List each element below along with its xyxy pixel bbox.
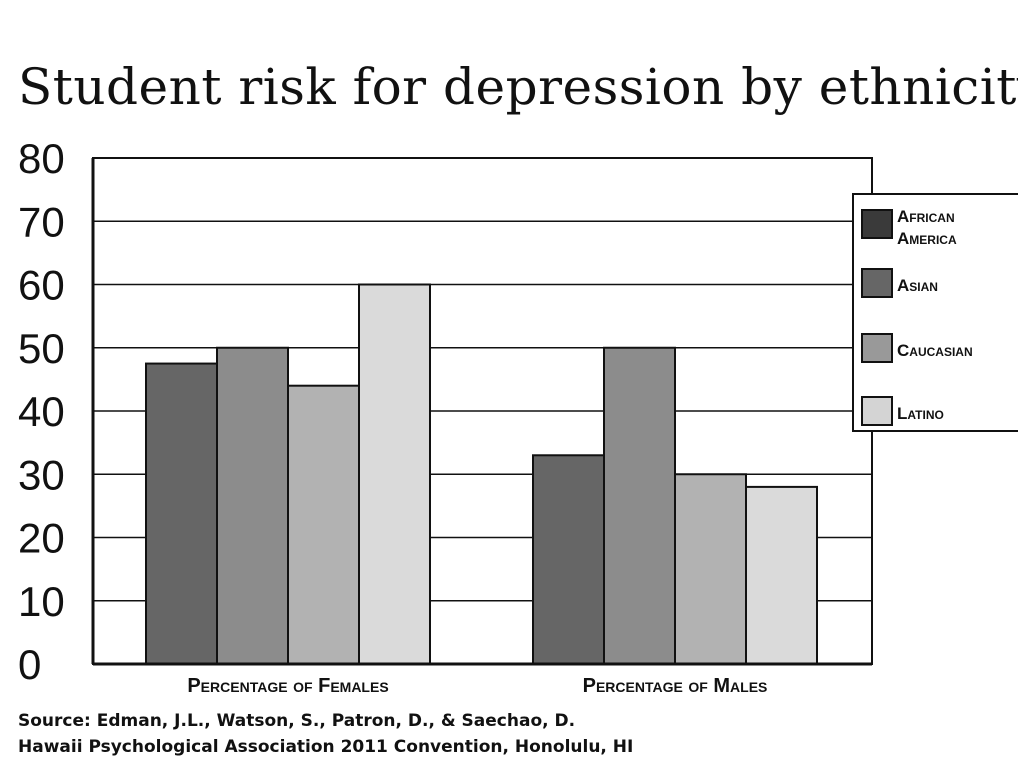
legend-label: Asian — [897, 276, 938, 295]
y-tick-label: 50 — [18, 325, 65, 372]
y-axis-ticks: 0 10 20 30 40 50 60 70 80 — [18, 135, 65, 688]
chart-title: Student risk for depression by ethnicity — [18, 58, 1018, 116]
source-line-1: Source: Edman, J.L., Watson, S., Patron,… — [18, 711, 576, 731]
y-tick-label: 30 — [18, 451, 65, 498]
bar-african-america-1 — [532, 454, 605, 665]
bar-caucasian-1 — [674, 473, 747, 665]
x-axis-categories: Percentage of Females Percentage of Males — [187, 675, 767, 697]
x-category-label: Percentage of Females — [187, 675, 388, 697]
y-tick-label: 40 — [18, 388, 65, 435]
y-tick-label: 10 — [18, 578, 65, 625]
bar-asian-1 — [603, 346, 676, 665]
bar-latino-1 — [745, 485, 818, 665]
legend-label: African — [897, 207, 955, 226]
y-tick-label: 80 — [18, 135, 65, 182]
bar-latino-0 — [358, 283, 431, 665]
legend-label: Caucasian — [897, 341, 973, 360]
bar-caucasian-0 — [287, 384, 360, 665]
legend: African America Asian Caucasian Latino — [852, 193, 1018, 432]
legend-swatch — [861, 209, 893, 239]
legend-swatch — [861, 268, 893, 298]
source-line-2: Hawaii Psychological Association 2011 Co… — [18, 737, 634, 757]
y-tick-label: 0 — [18, 641, 41, 688]
legend-label: Latino — [897, 404, 944, 423]
bar-african-america-0 — [145, 362, 218, 665]
legend-label-line2: America — [897, 229, 957, 248]
legend-swatch — [861, 396, 893, 426]
x-category-label: Percentage of Males — [583, 675, 768, 697]
legend-swatch — [861, 333, 893, 363]
y-tick-label: 70 — [18, 198, 65, 245]
y-tick-label: 60 — [18, 262, 65, 309]
bar-asian-0 — [216, 346, 289, 665]
y-tick-label: 20 — [18, 515, 65, 562]
source-note: Source: Edman, J.L., Watson, S., Patron,… — [18, 708, 633, 760]
